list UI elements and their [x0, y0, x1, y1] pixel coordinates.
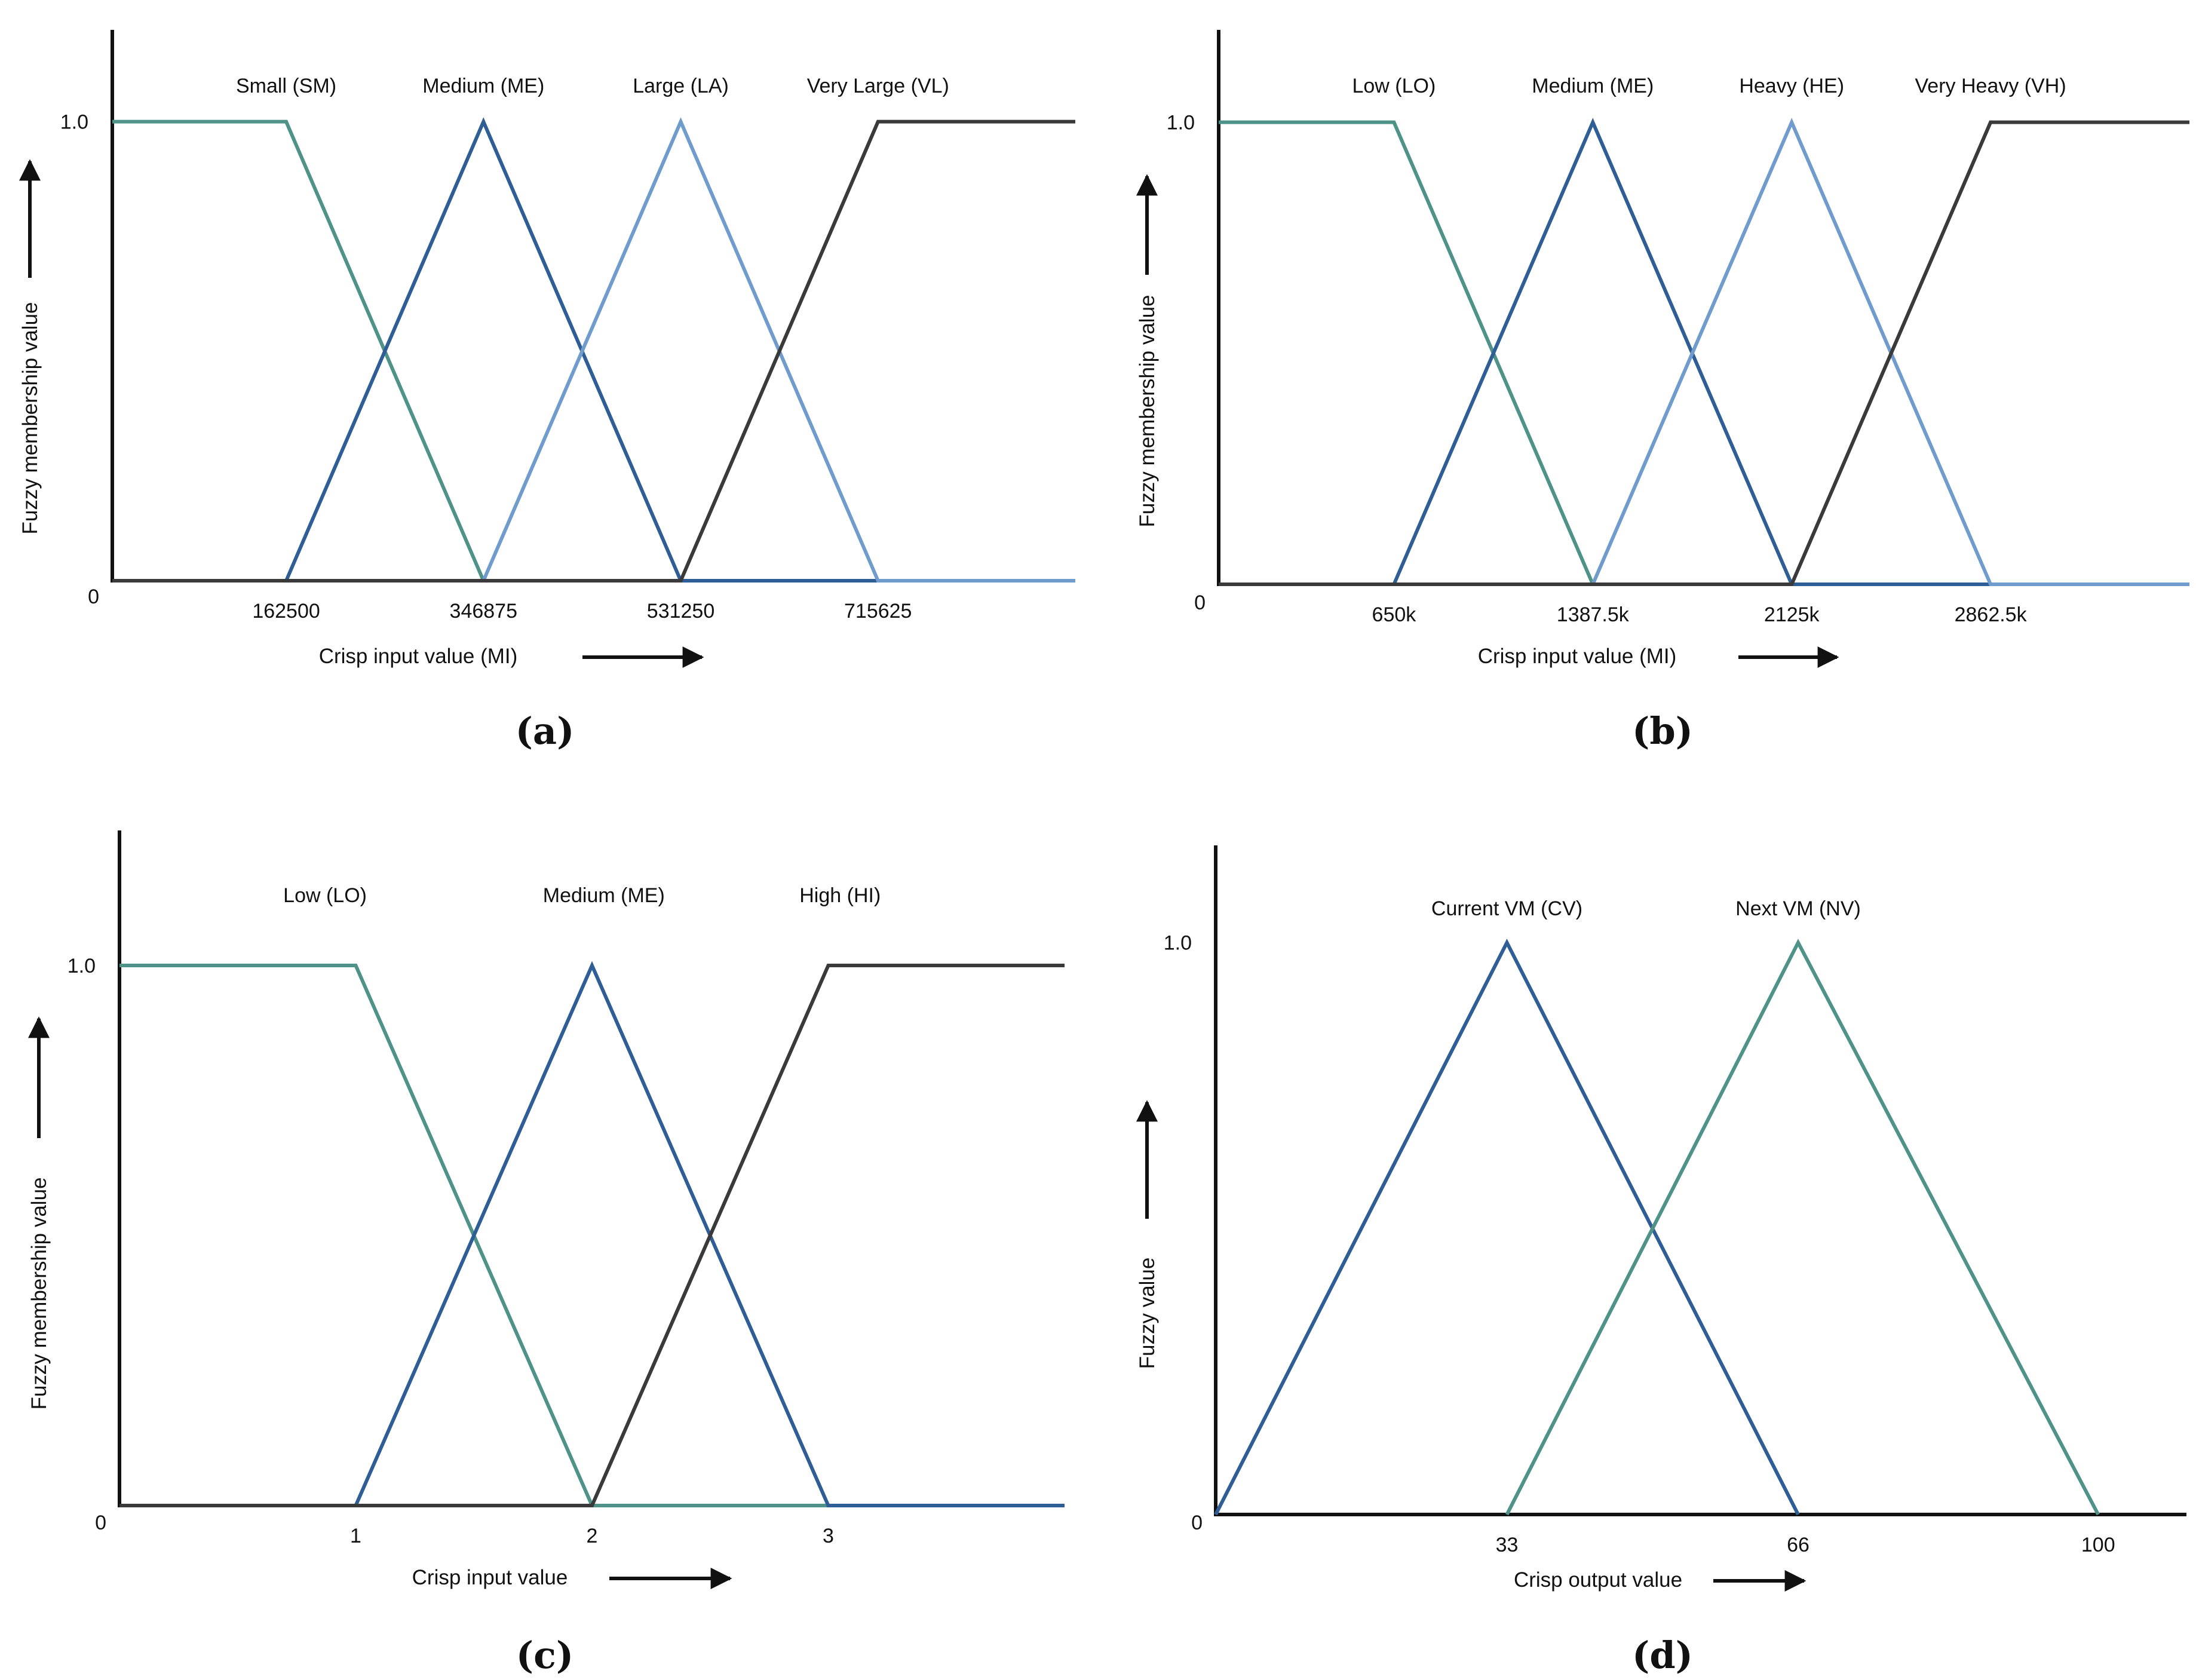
x-axis-label: Crisp input value	[412, 1566, 568, 1589]
series-label: Next VM (NV)	[1735, 897, 1861, 920]
series-line	[119, 964, 1065, 1507]
series-line	[112, 119, 1075, 583]
series-line	[1219, 118, 2189, 586]
x-tick-label: 162500	[252, 600, 320, 623]
series-label: Large (LA)	[633, 75, 729, 97]
y-tick-label: 1.0	[60, 111, 88, 134]
x-tick-label: 3	[823, 1525, 834, 1547]
chart-panel-c: 1.0 0 Low (LO) Medium (ME) High (HI) 1 2 3 Crisp…	[27, 830, 1065, 1677]
series-line	[119, 964, 1065, 1507]
x-tick-label: 715625	[844, 600, 912, 623]
x-tick-label: 650k	[1372, 603, 1417, 626]
y-tick-label: 1.0	[1164, 932, 1192, 955]
series-label: Medium (ME)	[1532, 75, 1654, 97]
x-tick-label: 66	[1787, 1534, 1809, 1556]
panel-label: (d)	[1632, 1633, 1693, 1677]
series-label: Medium (ME)	[543, 884, 665, 907]
y-tick-label: 0	[95, 1512, 106, 1534]
x-tick-label: 346875	[450, 600, 517, 623]
series-label: Very Large (VL)	[807, 75, 949, 97]
panel-label: (b)	[1632, 709, 1693, 753]
x-tick-label: 2862.5k	[1955, 603, 2028, 626]
series-label: Small (SM)	[236, 75, 336, 97]
y-tick-label: 1.0	[68, 955, 96, 977]
x-tick-label: 33	[1496, 1534, 1519, 1556]
x-axis-label: Crisp input value (MI)	[1478, 645, 1677, 668]
series-line	[112, 117, 1075, 583]
series-line	[119, 961, 1065, 1507]
y-tick-label: 0	[1191, 1512, 1203, 1534]
x-tick-label: 2125k	[1764, 603, 1820, 626]
series-label: Low (LO)	[283, 884, 367, 907]
series-line	[1219, 120, 2189, 586]
y-axis-label: Fuzzy value	[1136, 1258, 1159, 1369]
series-line	[1219, 118, 2189, 586]
chart-panel-b: 1.0 0 Low (LO) Medium (ME) Heavy (HE) Very He…	[1136, 30, 2189, 753]
series-label: Medium (ME)	[422, 75, 544, 97]
x-tick-label: 531250	[647, 600, 714, 623]
series-line	[112, 119, 1075, 583]
series-label: Very Heavy (VH)	[1915, 75, 2066, 97]
chart-panel-d: 1.0 0 Current VM (CV) Next VM (NV) 33 66 100 Cr…	[1136, 845, 2186, 1677]
x-tick-label: 100	[2081, 1534, 2115, 1556]
series-line	[1214, 939, 1800, 1516]
series-label: Heavy (HE)	[1739, 75, 1844, 97]
y-tick-label: 1.0	[1167, 112, 1195, 134]
y-tick-label: 0	[88, 585, 99, 608]
series-line	[1219, 120, 2189, 586]
series-label: Low (LO)	[1352, 75, 1436, 97]
x-tick-label: 1	[350, 1525, 361, 1547]
series-label: Current VM (CV)	[1431, 897, 1582, 920]
chart-panel-a: 1.0 0 Small (SM) Medium (ME) Large (LA) Very …	[19, 30, 1075, 753]
y-axis-label: Fuzzy membership value	[1136, 295, 1159, 527]
x-tick-label: 2	[587, 1525, 598, 1547]
panel-label: (a)	[516, 709, 575, 753]
series-line	[112, 117, 1075, 583]
x-axis-label: Crisp output value	[1514, 1568, 1682, 1592]
series-line	[1505, 939, 2100, 1516]
y-axis-label: Fuzzy membership value	[19, 302, 42, 534]
y-axis-label: Fuzzy membership value	[27, 1177, 51, 1409]
panel-label: (c)	[516, 1633, 573, 1677]
y-tick-label: 0	[1194, 591, 1206, 614]
series-label: High (HI)	[799, 884, 881, 907]
x-tick-label: 1387.5k	[1557, 603, 1630, 626]
x-axis-label: Crisp input value (MI)	[319, 645, 518, 668]
